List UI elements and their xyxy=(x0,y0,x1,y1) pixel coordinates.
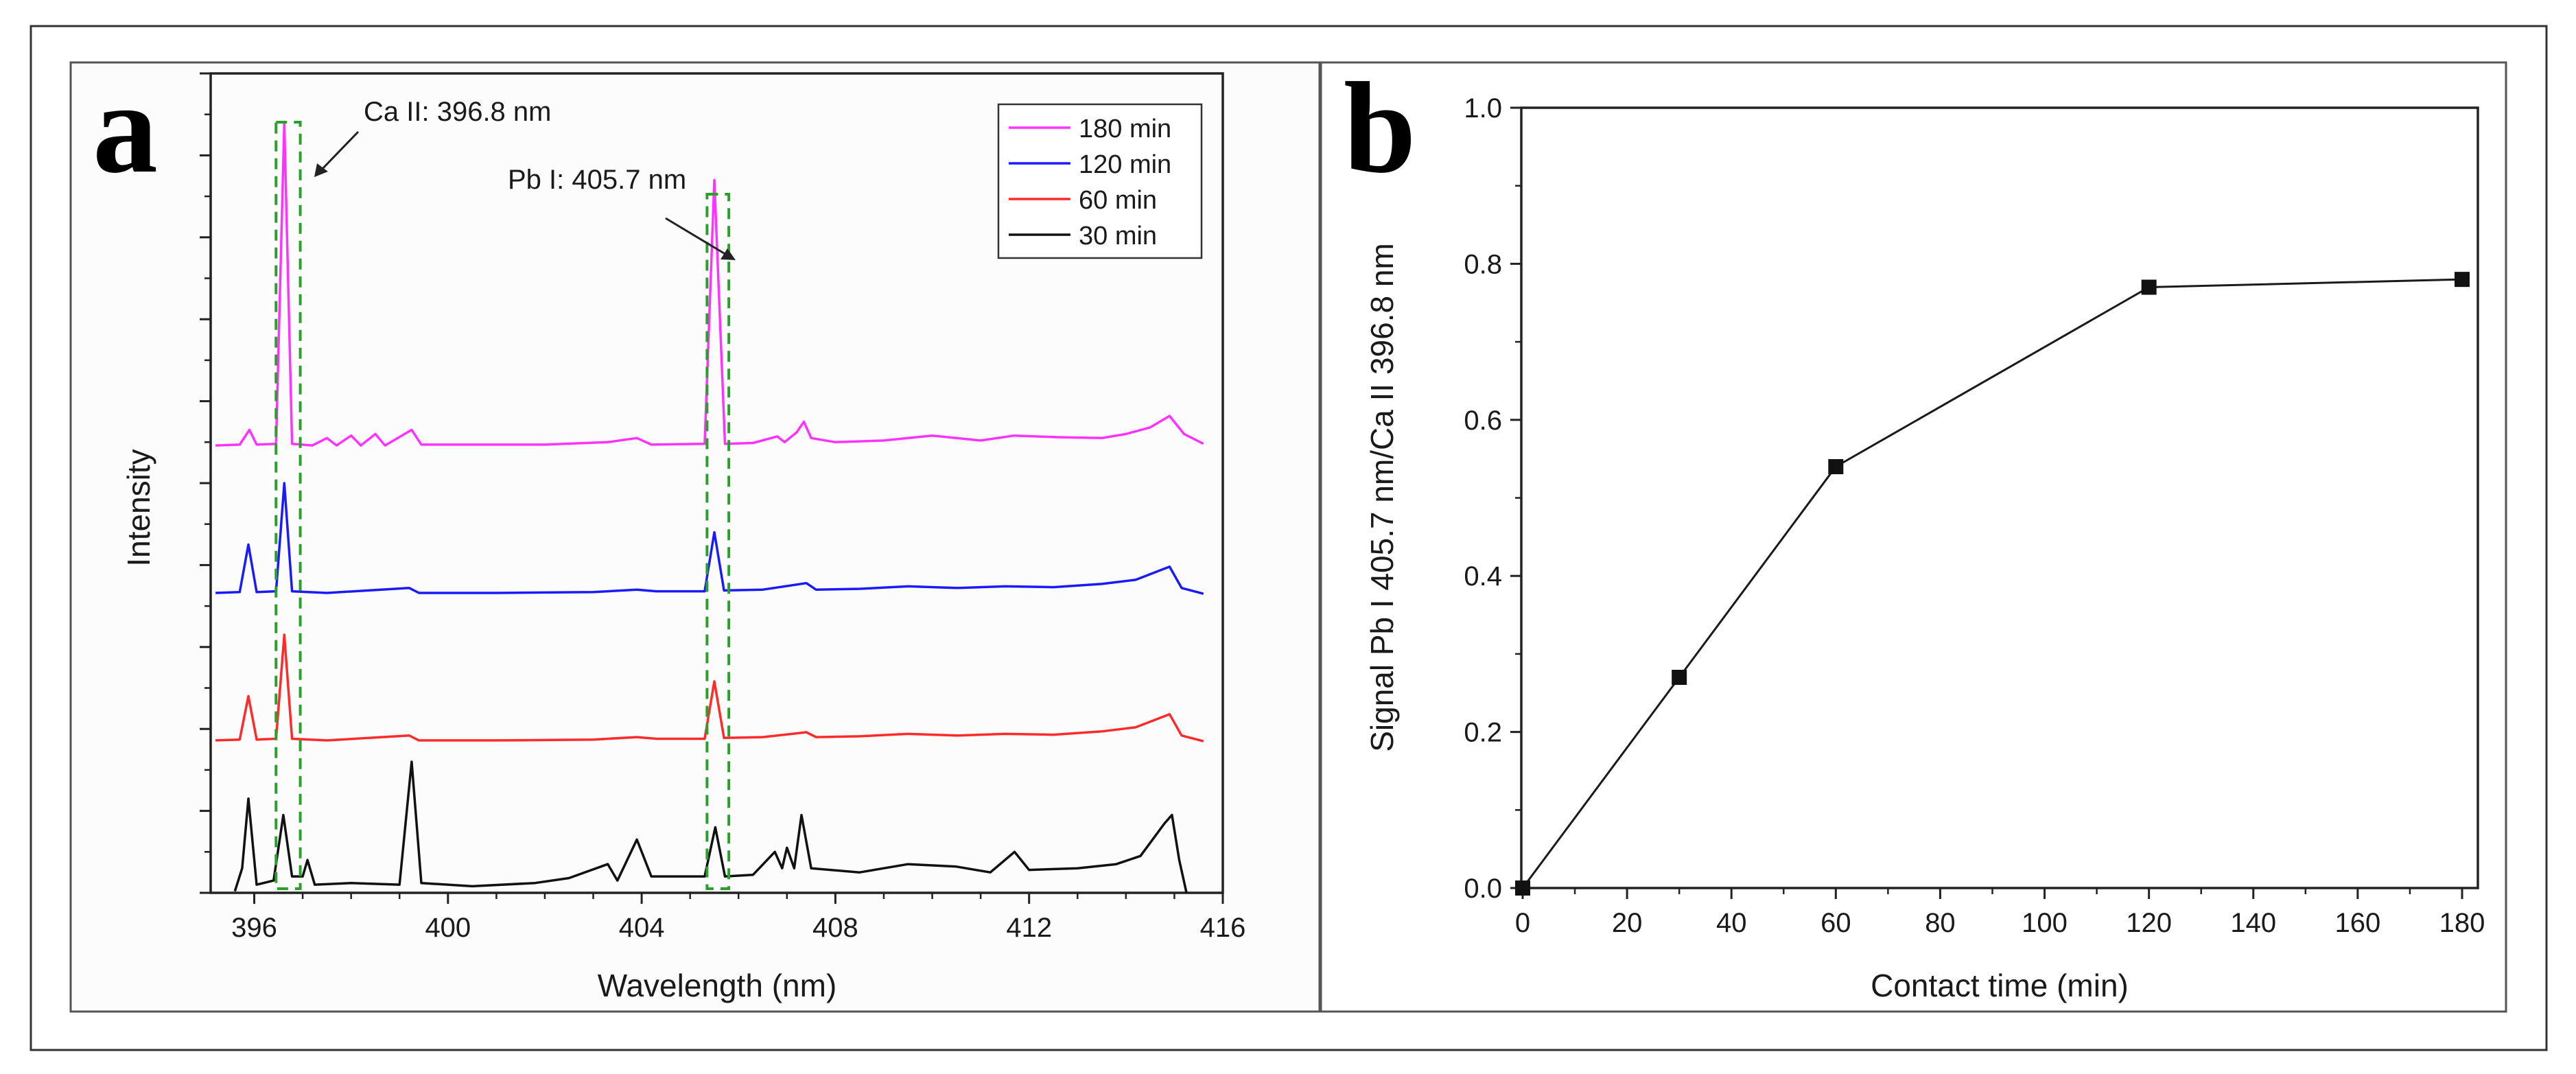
x-tick-label: 80 xyxy=(1925,908,1956,938)
panel-a-y-ticks xyxy=(200,72,211,894)
panel-b-frame xyxy=(1320,61,2507,1013)
legend-item-180: 180 min xyxy=(1009,115,1171,143)
x-tick-label: 180 xyxy=(2439,908,2485,938)
y-tick-label: 0.4 xyxy=(1464,561,1502,592)
annotation-ca-ii-arrowhead xyxy=(314,163,328,177)
x-tick-label: 400 xyxy=(425,913,471,943)
panel-a-series xyxy=(215,121,1204,894)
legend-item-30: 30 min xyxy=(1009,222,1157,250)
annotation-box xyxy=(274,121,302,890)
x-tick-label: 0 xyxy=(1515,908,1530,938)
legend-item-60: 60 min xyxy=(1009,186,1157,215)
annotation-box xyxy=(705,193,731,890)
legend-label: 120 min xyxy=(1079,150,1171,179)
x-tick-label: 40 xyxy=(1716,908,1747,938)
annotation-pb-i-arrow xyxy=(665,217,728,257)
data-point xyxy=(2455,272,2470,288)
y-tick-label: 0.6 xyxy=(1464,406,1502,436)
data-point xyxy=(2141,279,2157,295)
panel-b-label: b xyxy=(1344,56,1416,200)
panel-b-x-ticks: 0 20 40 60 80 100 120 140 160 180 xyxy=(1515,888,2485,938)
panel-a-x-axis-label: Wavelength (nm) xyxy=(598,968,837,1003)
y-tick-label: 0.0 xyxy=(1464,874,1502,904)
legend-box xyxy=(997,103,1203,259)
panel-b-y-ticks: 0.0 0.2 0.4 0.6 0.8 1.0 xyxy=(1464,93,1521,904)
series-line-30-min xyxy=(233,760,1188,894)
legend-label: 180 min xyxy=(1079,115,1171,143)
panel-b-x-axis-label: Contact time (min) xyxy=(1871,968,2129,1003)
panel-b: b 0.0 0.2 0.4 0.6 0.8 1.0 0 20 40 60 80 100 120 140 1… xyxy=(1320,56,2507,1013)
annotation-pb-i-arrowhead xyxy=(721,248,736,260)
y-tick-label: 1.0 xyxy=(1464,93,1502,124)
x-tick-label: 140 xyxy=(2230,908,2276,938)
panel-a-y-axis-label: Intensity xyxy=(121,449,156,566)
x-tick-label: 160 xyxy=(2335,908,2381,938)
x-tick-label: 408 xyxy=(812,913,858,943)
x-tick-label: 404 xyxy=(619,913,665,943)
x-tick-label: 396 xyxy=(231,913,277,943)
annotation-pb-i: Pb I: 405.7 nm xyxy=(508,165,686,195)
x-tick-label: 416 xyxy=(1200,913,1246,943)
legend-item-120: 120 min xyxy=(1009,150,1171,179)
y-tick-label: 0.8 xyxy=(1464,249,1502,279)
series-line-60-min xyxy=(215,633,1204,743)
annotation-ca-ii: Ca II: 396.8 nm xyxy=(364,97,551,127)
legend-label: 60 min xyxy=(1079,186,1157,215)
panel-a-label: a xyxy=(93,56,158,200)
series-line-180-min xyxy=(215,121,1204,447)
annotation-ca-ii-arrow xyxy=(318,130,360,173)
x-tick-label: 100 xyxy=(2022,908,2068,938)
panel-a: a 396 400 404 408 412 416 Ca II: 396.8 nm Pb … xyxy=(69,56,1321,1013)
panel-a-x-ticks: 396 400 404 408 412 416 xyxy=(231,893,1245,943)
legend-label: 30 min xyxy=(1079,222,1157,250)
series-line-120-min xyxy=(215,482,1204,595)
x-tick-label: 412 xyxy=(1006,913,1052,943)
data-point xyxy=(1515,880,1530,896)
x-tick-label: 120 xyxy=(2126,908,2172,938)
x-tick-label: 20 xyxy=(1612,908,1643,938)
data-point xyxy=(1828,459,1844,475)
data-point xyxy=(1672,670,1687,686)
x-tick-label: 60 xyxy=(1820,908,1851,938)
panel-a-legend: 180 min 120 min 60 min 30 min xyxy=(997,103,1203,259)
panel-a-annotation-boxes xyxy=(274,121,731,890)
y-tick-label: 0.2 xyxy=(1464,718,1502,748)
panel-b-y-axis-label: Signal Pb I 405.7 nm/Ca II 396.8 nm xyxy=(1364,243,1400,752)
panel-b-series xyxy=(1515,272,2470,896)
